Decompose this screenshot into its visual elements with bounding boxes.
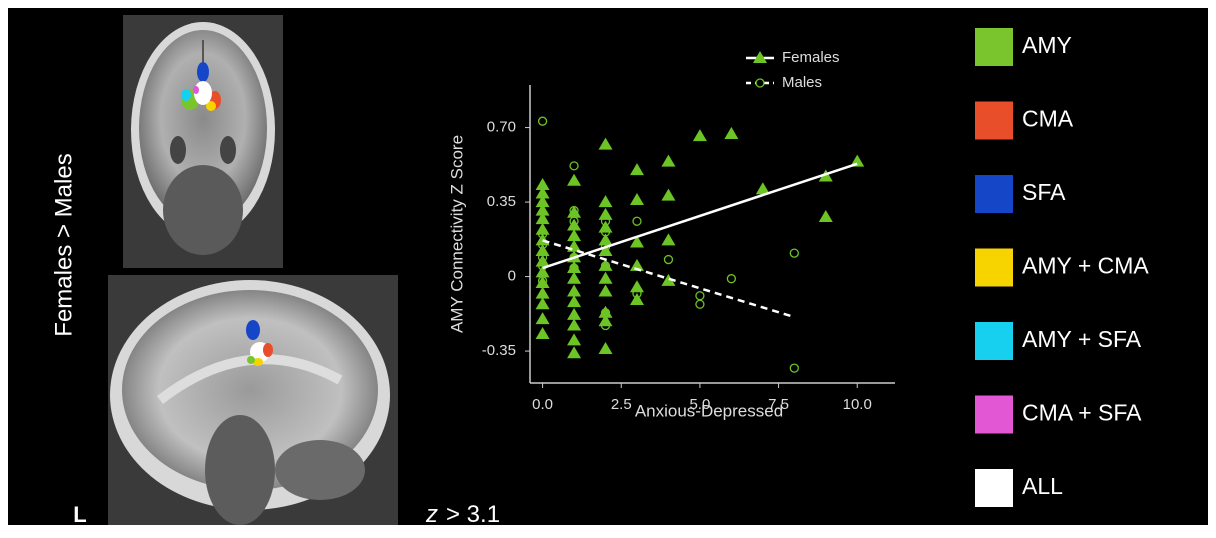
color-swatch: [975, 469, 1013, 507]
legend-label: AMY + CMA: [1022, 253, 1149, 279]
x-tick-label: 7.5: [768, 396, 789, 413]
x-tick-label: 0.0: [532, 396, 553, 413]
legend-label: AMY + SFA: [1022, 326, 1142, 352]
panel-label: Females > Males: [50, 153, 77, 336]
threshold-condition: > 3.1: [446, 501, 500, 528]
color-swatch: [975, 175, 1013, 213]
color-swatch: [975, 322, 1013, 360]
sagittal-slice: [108, 275, 398, 525]
color-swatch: [975, 396, 1013, 434]
y-tick-label: 0.35: [487, 193, 516, 210]
y-tick-label: 0.70: [487, 119, 516, 136]
orientation-label: L: [73, 502, 86, 527]
color-swatch: [975, 249, 1013, 287]
x-tick-label: 5.0: [689, 396, 710, 413]
y-axis-label: AMY Connectivity Z Score: [447, 135, 466, 333]
threshold-variable: z: [425, 501, 438, 528]
legend-marker: [756, 79, 764, 87]
color-swatch: [975, 28, 1013, 66]
x-tick-label: 2.5: [611, 396, 632, 413]
legend-label: CMA + SFA: [1022, 400, 1142, 426]
coronal-slice: [123, 15, 283, 268]
legend-label: SFA: [1022, 179, 1066, 205]
legend-label: CMA: [1022, 106, 1074, 132]
legend-label: Females: [782, 49, 840, 66]
figure: Females > Males L z> 3.1 Anxious-Depress…: [0, 0, 1216, 533]
legend-label: ALL: [1022, 473, 1063, 499]
legend-label: AMY: [1022, 32, 1072, 58]
threshold: z > 3.1: [425, 501, 500, 528]
y-tick-label: -0.35: [482, 342, 516, 359]
y-tick-label: 0: [508, 268, 516, 285]
x-tick-label: 10.0: [843, 396, 872, 413]
color-swatch: [975, 102, 1013, 140]
legend-label: Males: [782, 74, 822, 91]
